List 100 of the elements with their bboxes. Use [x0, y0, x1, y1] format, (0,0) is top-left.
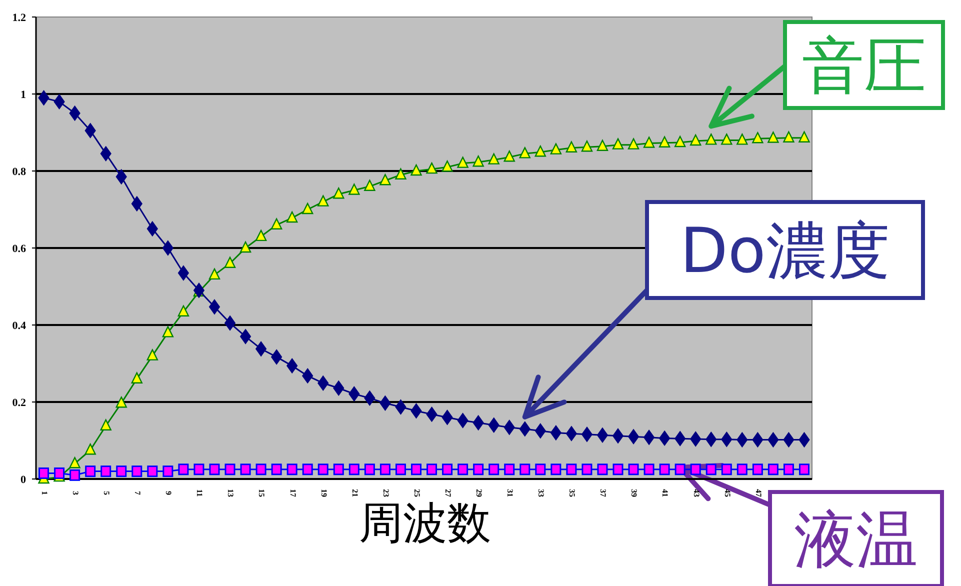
- point: [783, 131, 794, 142]
- point: [612, 428, 624, 444]
- point: [69, 106, 80, 121]
- point: [659, 464, 670, 476]
- point: [674, 464, 686, 476]
- point: [54, 94, 65, 110]
- point: [271, 349, 282, 364]
- point: [658, 136, 670, 148]
- point: [768, 464, 778, 476]
- point: [612, 464, 624, 476]
- point: [550, 425, 562, 440]
- point: [348, 464, 360, 476]
- point: [286, 211, 298, 223]
- point: [116, 396, 127, 408]
- x-tick-label: 47: [754, 489, 763, 497]
- point: [473, 464, 484, 476]
- point: [706, 134, 717, 145]
- x-tick-label: 19: [319, 489, 328, 497]
- point: [286, 464, 298, 476]
- point: [550, 464, 562, 476]
- point: [270, 218, 282, 230]
- point: [395, 464, 406, 476]
- point: [84, 444, 96, 455]
- point: [458, 464, 468, 476]
- point: [519, 421, 530, 436]
- point: [256, 464, 266, 476]
- point: [178, 464, 189, 476]
- point: [597, 464, 608, 476]
- point: [581, 426, 592, 442]
- x-tick-label: 11: [195, 489, 204, 497]
- point: [457, 412, 468, 428]
- point: [566, 464, 577, 476]
- point: [146, 349, 158, 360]
- point: [178, 305, 190, 317]
- y-tick-label: 1: [20, 89, 26, 101]
- point: [38, 90, 50, 106]
- y-tick-label: 0.6: [12, 243, 26, 255]
- point: [256, 341, 267, 356]
- point: [442, 410, 453, 425]
- point: [472, 156, 484, 167]
- point: [674, 136, 686, 148]
- point: [100, 466, 112, 478]
- point: [100, 146, 112, 162]
- point: [768, 132, 779, 143]
- point: [333, 464, 344, 476]
- x-tick-label: 29: [474, 489, 484, 497]
- point: [271, 464, 282, 476]
- x-tick-label: 15: [257, 489, 266, 497]
- x-tick-label: 45: [722, 489, 732, 497]
- point: [550, 143, 562, 154]
- point: [581, 140, 593, 152]
- point: [674, 431, 686, 446]
- point: [208, 268, 220, 280]
- text: Do濃度: [680, 214, 890, 287]
- point: [208, 299, 220, 314]
- point: [162, 240, 174, 256]
- point: [54, 467, 65, 479]
- point: [628, 464, 639, 476]
- point: [706, 432, 717, 447]
- x-tick-label: 17: [288, 489, 298, 497]
- point: [302, 202, 314, 214]
- point: [690, 464, 701, 476]
- series-label: 液温: [794, 503, 918, 576]
- point: [131, 372, 142, 384]
- x-tick-label: 35: [568, 489, 577, 497]
- x-tick-label: 3: [70, 491, 80, 495]
- point: [721, 134, 732, 145]
- x-tick-label: 27: [443, 489, 452, 497]
- point: [100, 419, 112, 430]
- point: [488, 464, 500, 476]
- point: [70, 469, 80, 481]
- x-tick-label: 37: [598, 489, 608, 497]
- x-tick-label: 31: [506, 489, 515, 497]
- point: [596, 428, 608, 443]
- point: [798, 432, 810, 448]
- point: [395, 400, 406, 415]
- point: [534, 146, 546, 157]
- point: [504, 464, 515, 476]
- point: [84, 123, 96, 138]
- point: [534, 423, 546, 438]
- x-tick-label: 43: [692, 489, 701, 497]
- point: [395, 168, 406, 180]
- point: [318, 376, 329, 391]
- x-tick-label: 23: [381, 489, 390, 497]
- point: [643, 136, 655, 148]
- x-tick-label: 39: [630, 489, 639, 497]
- point: [628, 429, 640, 444]
- point: [488, 153, 500, 164]
- x-tick-label: 13: [226, 489, 236, 497]
- point: [209, 464, 220, 476]
- point: [535, 464, 546, 476]
- point: [318, 464, 328, 476]
- point: [504, 150, 515, 162]
- point: [488, 418, 500, 433]
- point: [194, 464, 204, 476]
- point: [318, 195, 329, 206]
- point: [131, 196, 142, 212]
- point: [426, 162, 438, 174]
- point: [364, 464, 375, 476]
- x-tick-label: 5: [102, 491, 112, 495]
